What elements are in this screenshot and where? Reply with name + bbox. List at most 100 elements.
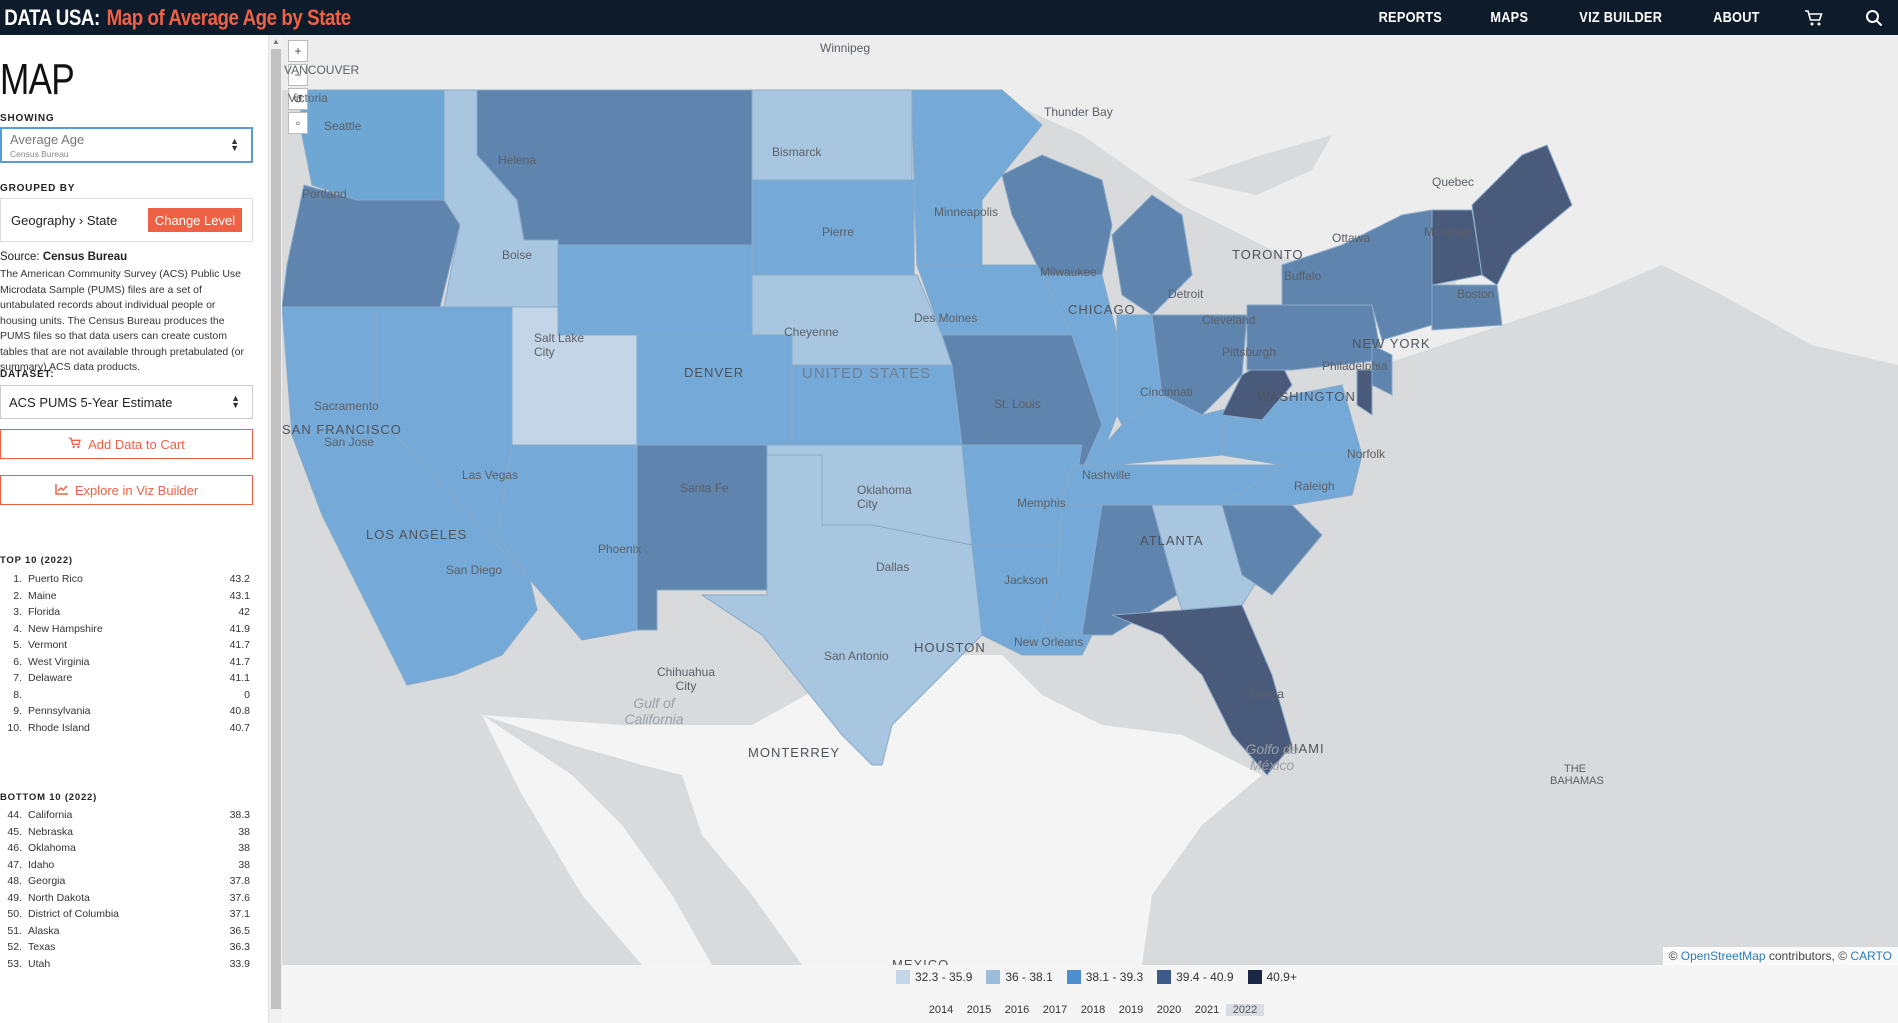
rank-number: 50. bbox=[7, 908, 22, 921]
map-label: Ottawa bbox=[1332, 231, 1371, 245]
map-label: LOS ANGELES bbox=[366, 527, 468, 542]
rank-name: North Dakota bbox=[28, 891, 90, 904]
rank-number: 45. bbox=[7, 825, 22, 838]
map-label: San Diego bbox=[446, 563, 503, 577]
sidebar-scrollbar[interactable]: ▲ bbox=[268, 35, 282, 1023]
scroll-up-icon[interactable]: ▲ bbox=[272, 37, 280, 46]
rank-number: 1. bbox=[13, 573, 22, 586]
zoom-in-button[interactable]: + bbox=[288, 40, 308, 62]
fullscreen-icon[interactable]: ▫ bbox=[288, 112, 308, 134]
grouped-value: Geography › State bbox=[11, 213, 118, 228]
reset-icon[interactable]: ↺ bbox=[288, 88, 308, 110]
map-label: ATLANTA bbox=[1140, 533, 1204, 548]
rank-row[interactable]: 6. West Virginia 41.7 bbox=[0, 654, 250, 671]
carto-link[interactable]: CARTO bbox=[1850, 949, 1892, 963]
map-label: MIAMI bbox=[1282, 741, 1325, 756]
year-button[interactable]: 2018 bbox=[1080, 1004, 1106, 1016]
legend-swatch bbox=[1247, 970, 1262, 984]
rank-row[interactable]: 50. District of Columbia 37.1 bbox=[0, 906, 250, 923]
map-label: MEXICO bbox=[892, 957, 950, 965]
map-label: Cheyenne bbox=[784, 325, 839, 339]
dataset-description: The American Community Survey (ACS) Publ… bbox=[0, 268, 244, 373]
scroll-thumb[interactable] bbox=[271, 49, 281, 1009]
rank-name: New Hampshire bbox=[28, 622, 103, 635]
zoom-out-button[interactable]: − bbox=[288, 64, 308, 86]
year-button[interactable]: 2021 bbox=[1194, 1004, 1220, 1016]
legend-item: 32.3 - 35.9 bbox=[896, 970, 972, 984]
nav-reports[interactable]: REPORTS bbox=[1378, 9, 1442, 26]
rank-row[interactable]: 8. 0 bbox=[0, 687, 250, 704]
map-label: Boise bbox=[502, 248, 533, 262]
year-button[interactable]: 2017 bbox=[1042, 1004, 1068, 1016]
map-attribution: © OpenStreetMap contributors, © CARTO bbox=[1662, 947, 1898, 965]
map-label: VANCOUVER bbox=[284, 63, 360, 77]
rank-row[interactable]: 9. Pennsylvania 40.8 bbox=[0, 703, 250, 720]
map-label: Dallas bbox=[876, 560, 910, 574]
legend-item: 38.1 - 39.3 bbox=[1066, 970, 1143, 984]
rank-row[interactable]: 44. California 38.3 bbox=[0, 807, 250, 824]
viz-builder-button[interactable]: Explore in Viz Builder bbox=[0, 475, 253, 505]
nav-maps[interactable]: MAPS bbox=[1490, 9, 1529, 26]
rank-row[interactable]: 2. Maine 43.1 bbox=[0, 588, 250, 605]
rank-row[interactable]: 47. Idaho 38 bbox=[0, 857, 250, 874]
brand-logo[interactable]: DATA USA: Map of Average Age by State bbox=[0, 5, 351, 31]
year-button[interactable]: 2015 bbox=[966, 1004, 992, 1016]
year-button[interactable]: 2022 bbox=[1226, 1004, 1264, 1016]
year-button[interactable]: 2014 bbox=[928, 1004, 954, 1016]
rank-row[interactable]: 52. Texas 36.3 bbox=[0, 939, 250, 956]
showing-value: Average Age bbox=[10, 132, 85, 147]
year-button[interactable]: 2019 bbox=[1118, 1004, 1144, 1016]
rank-name: California bbox=[28, 809, 73, 822]
showing-select[interactable]: Average Age Census Bureau ▲ ▼ bbox=[0, 127, 253, 163]
rank-value: 33.9 bbox=[229, 957, 250, 970]
rank-row[interactable]: 49. North Dakota 37.6 bbox=[0, 890, 250, 907]
source-line: Source: Census Bureau bbox=[0, 251, 127, 263]
rank-row[interactable]: 4. New Hampshire 41.9 bbox=[0, 621, 250, 638]
year-button[interactable]: 2016 bbox=[1004, 1004, 1030, 1016]
change-level-button[interactable]: Change Level bbox=[148, 208, 242, 232]
legend-item: 36 - 38.1 bbox=[986, 970, 1053, 984]
rank-row[interactable]: 51. Alaska 36.5 bbox=[0, 923, 250, 940]
rank-row[interactable]: 5. Vermont 41.7 bbox=[0, 637, 250, 654]
year-button[interactable]: 2020 bbox=[1156, 1004, 1182, 1016]
grouped-by-box: Geography › State Change Level bbox=[0, 198, 253, 242]
showing-source: Census Bureau bbox=[10, 149, 69, 159]
map-label: Thunder Bay bbox=[1044, 105, 1113, 119]
map-label: Tampa bbox=[1248, 687, 1285, 701]
map-label: Golfo de México bbox=[1245, 741, 1299, 773]
rank-value: 38 bbox=[238, 825, 250, 838]
source-name[interactable]: Census Bureau bbox=[42, 251, 128, 263]
rank-row[interactable]: 48. Georgia 37.8 bbox=[0, 873, 250, 890]
rank-row[interactable]: 46. Oklahoma 38 bbox=[0, 840, 250, 857]
bottom-ten-title: BOTTOM 10 (2022) bbox=[0, 792, 98, 803]
rank-value: 37.1 bbox=[229, 908, 250, 921]
rank-row[interactable]: 10. Rhode Island 40.7 bbox=[0, 720, 250, 737]
rank-name: Nebraska bbox=[28, 825, 73, 838]
rank-value: 41.7 bbox=[229, 639, 250, 652]
add-to-cart-label: Add Data to Cart bbox=[88, 436, 185, 452]
main-nav: REPORTS MAPS VIZ BUILDER ABOUT bbox=[1373, 0, 1884, 35]
map-label: Las Vegas bbox=[462, 468, 519, 482]
dataset-select[interactable]: ACS PUMS 5-Year Estimate ▲ ▼ bbox=[0, 385, 253, 419]
rank-row[interactable]: 53. Utah 33.9 bbox=[0, 956, 250, 973]
cart-icon bbox=[68, 437, 82, 452]
rank-row[interactable]: 7. Delaware 41.1 bbox=[0, 670, 250, 687]
dataset-label: DATASET: bbox=[0, 369, 55, 380]
rank-row[interactable]: 1. Puerto Rico 43.2 bbox=[0, 571, 250, 588]
osm-link[interactable]: OpenStreetMap bbox=[1680, 949, 1766, 963]
cart-icon[interactable] bbox=[1804, 8, 1824, 28]
search-icon[interactable] bbox=[1864, 8, 1884, 28]
rank-number: 47. bbox=[7, 858, 22, 871]
add-to-cart-button[interactable]: Add Data to Cart bbox=[0, 429, 253, 459]
nav-viz-builder[interactable]: VIZ BUILDER bbox=[1579, 9, 1662, 26]
legend-item: 40.9+ bbox=[1247, 970, 1297, 984]
map-label: Oklahoma City bbox=[857, 483, 912, 511]
legend-swatch bbox=[896, 970, 910, 984]
rank-number: 51. bbox=[7, 924, 22, 937]
rank-row[interactable]: 45. Nebraska 38 bbox=[0, 824, 250, 841]
map-label: Chihuahua City bbox=[656, 665, 716, 693]
map-label: THE BAHAMAS bbox=[1550, 763, 1604, 787]
nav-about[interactable]: ABOUT bbox=[1713, 9, 1760, 26]
rank-row[interactable]: 3. Florida 42 bbox=[0, 604, 250, 621]
choropleth-map[interactable]: + − ↺ ▫ Winnipeg VANCOUVER Victoria Seat… bbox=[282, 35, 1898, 965]
